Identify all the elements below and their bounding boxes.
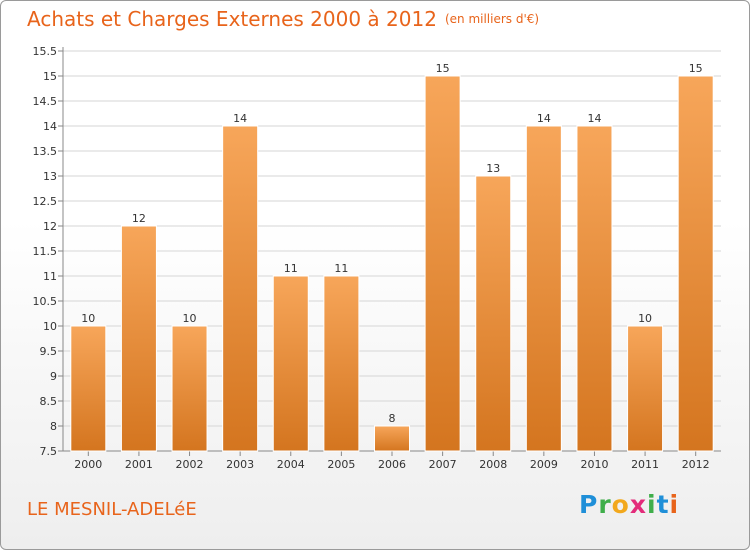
- y-tick-label: 9.5: [40, 345, 58, 358]
- data-label: 11: [334, 262, 348, 275]
- data-label: 12: [132, 212, 146, 225]
- y-tick-label: 15: [43, 70, 57, 83]
- bar-2008: [475, 175, 512, 452]
- data-label: 15: [689, 62, 703, 75]
- y-tick-label: 12: [43, 220, 57, 233]
- x-tick-label: 2010: [580, 458, 608, 471]
- bar-2010: [576, 125, 613, 452]
- data-label: 10: [81, 312, 95, 325]
- y-tick-label: 15.5: [33, 45, 58, 58]
- data-labels: 10 12 10 14 11 11 8 15 13 14 14 10 15: [81, 62, 702, 425]
- bars: [70, 75, 714, 452]
- bar-2000: [70, 325, 107, 452]
- y-tick-label: 9: [50, 370, 57, 383]
- bar-2009: [525, 125, 562, 452]
- x-tick-label: 2005: [327, 458, 355, 471]
- x-tick-labels: 2000 2001 2002 2003 2004 2005 2006 2007 2008 2009…: [74, 458, 709, 471]
- y-tick-label: 13: [43, 170, 57, 183]
- title-unit: (en milliers d'€): [444, 12, 540, 26]
- chart-title: Achats et Charges Externes 2000 à 2012 (e…: [27, 7, 539, 31]
- place-name: LE MESNIL-ADELéE: [27, 499, 197, 520]
- x-tick-label: 2002: [176, 458, 204, 471]
- data-label: 13: [486, 162, 500, 175]
- y-tick-label: 10.5: [33, 295, 58, 308]
- data-label: 8: [389, 412, 396, 425]
- data-label: 15: [436, 62, 450, 75]
- bar-2001: [120, 225, 157, 452]
- y-tick-label: 8: [50, 420, 57, 433]
- y-tick-label: 11.5: [33, 245, 58, 258]
- bar-2012: [677, 75, 714, 452]
- y-tick-label: 13.5: [33, 145, 58, 158]
- y-tick-label: 8.5: [40, 395, 58, 408]
- data-label: 11: [284, 262, 298, 275]
- bar-2003: [222, 125, 259, 452]
- proxiti-logo[interactable]: Proxiti: [579, 490, 680, 519]
- bar-2002: [171, 325, 208, 452]
- x-tick-label: 2012: [682, 458, 710, 471]
- grid-lines: [63, 50, 721, 452]
- x-tick-label: 2006: [378, 458, 406, 471]
- bar-2005: [323, 275, 360, 452]
- y-tick-label: 10: [43, 320, 57, 333]
- data-label: 10: [183, 312, 197, 325]
- bar-2011: [627, 325, 664, 452]
- bar-2006: [374, 425, 410, 452]
- y-tick-label: 14: [43, 120, 57, 133]
- bar-2004: [272, 275, 309, 452]
- x-tick-label: 2009: [530, 458, 558, 471]
- data-label: 14: [233, 112, 247, 125]
- data-label: 14: [537, 112, 551, 125]
- y-tick-label: 7.5: [40, 445, 58, 458]
- x-tick-label: 2011: [631, 458, 659, 471]
- y-tick-label: 12.5: [33, 195, 58, 208]
- x-tick-label: 2003: [226, 458, 254, 471]
- x-tick-label: 2001: [125, 458, 153, 471]
- x-tick-label: 2007: [429, 458, 457, 471]
- data-label: 10: [638, 312, 652, 325]
- y-tick-label: 11: [43, 270, 57, 283]
- x-tick-label: 2004: [277, 458, 305, 471]
- x-tick-label: 2008: [479, 458, 507, 471]
- y-tick-labels: 7.5 8 8.5 9 9.5 10 10.5 11 11.5 12 12.5 13 13.5 14 14.…: [33, 45, 58, 458]
- bar-2007: [424, 75, 461, 452]
- data-label: 14: [587, 112, 601, 125]
- x-tick-label: 2000: [74, 458, 102, 471]
- title-text: Achats et Charges Externes 2000 à 2012: [27, 7, 437, 31]
- y-tick-label: 14.5: [33, 95, 58, 108]
